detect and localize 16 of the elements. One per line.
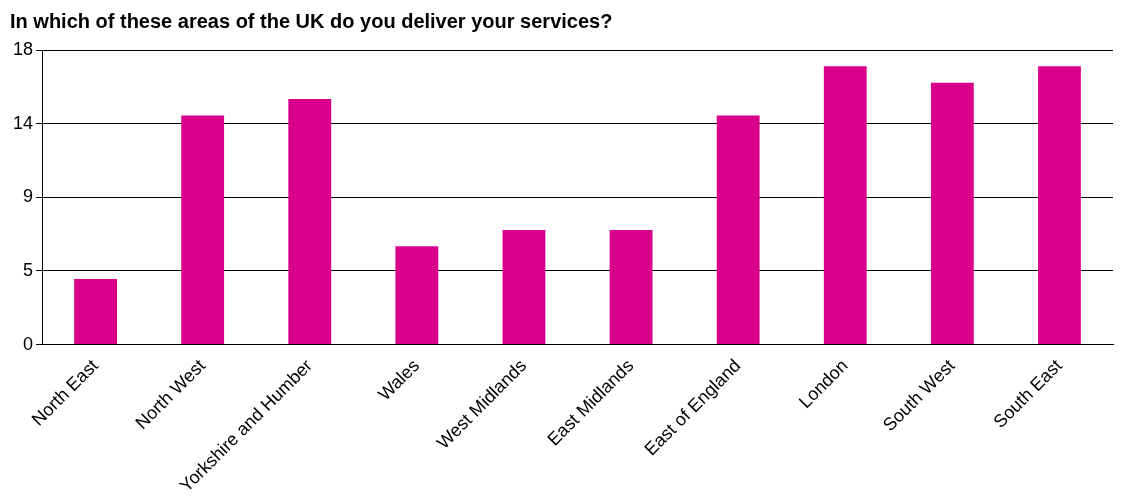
bar xyxy=(609,230,653,345)
bar xyxy=(288,99,332,345)
bar xyxy=(395,246,439,345)
bar xyxy=(74,279,117,345)
bar xyxy=(716,115,760,345)
bar xyxy=(823,66,867,345)
bar xyxy=(930,82,974,345)
y-tick-label: 5 xyxy=(23,259,34,280)
bar xyxy=(502,230,546,345)
y-tick-label: 9 xyxy=(23,186,34,207)
y-tick-label: 14 xyxy=(12,112,34,133)
y-tick-label: 18 xyxy=(12,38,34,59)
y-tick-label: 0 xyxy=(23,333,34,354)
bar xyxy=(1038,66,1081,345)
bar xyxy=(181,115,225,345)
chart-title: In which of these areas of the UK do you deliver your services? xyxy=(10,9,613,32)
